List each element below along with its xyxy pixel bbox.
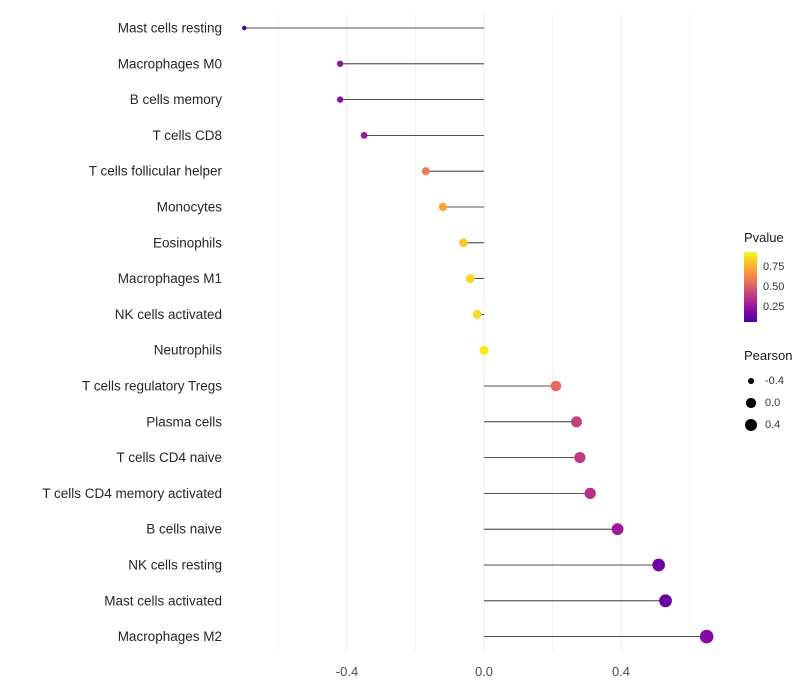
y-axis-label: B cells memory	[130, 92, 223, 107]
y-axis-label: Macrophages M2	[118, 629, 222, 644]
y-axis-label: Monocytes	[157, 200, 223, 215]
lollipop-dot	[421, 167, 430, 176]
pearson-size-dot-small	[747, 377, 755, 385]
pearson-size-item: 0.4	[744, 414, 792, 436]
y-axis-label: Mast cells resting	[118, 21, 222, 36]
y-axis-label: Macrophages M1	[118, 271, 222, 286]
pvalue-tick-mid: 0.50	[763, 281, 785, 293]
lollipop-dot	[611, 523, 624, 536]
lollipop-dot	[438, 202, 448, 212]
y-axis-label: T cells CD8	[152, 128, 222, 143]
y-axis-label: Eosinophils	[153, 235, 222, 250]
pearson-size-label: 0.4	[765, 419, 781, 431]
lollipop-dot	[360, 131, 368, 139]
lollipop-dot	[652, 558, 666, 572]
lollipop-dot	[659, 594, 672, 608]
y-axis-label: Macrophages M0	[118, 56, 222, 71]
pearson-legend-title: Pearson	[744, 348, 793, 363]
y-axis-label: B cells naive	[146, 522, 222, 537]
y-axis-label: T cells follicular helper	[89, 164, 223, 179]
pvalue-legend-title: Pvalue	[744, 230, 784, 245]
x-axis-tick-label: -0.4	[336, 664, 358, 679]
pvalue-color-legend: Pvalue 0.75 0.50 0.25	[744, 230, 791, 322]
pearson-size-label: 0.0	[765, 397, 781, 409]
y-axis-label: Neutrophils	[154, 343, 223, 358]
lollipop-dot	[465, 274, 475, 284]
y-axis-label: Mast cells activated	[104, 593, 222, 608]
pvalue-colorbar	[744, 252, 757, 322]
pearson-size-item: -0.4	[744, 370, 792, 392]
lollipop-dot	[550, 380, 562, 392]
lollipop-dot	[336, 96, 344, 103]
lollipop-dot	[570, 416, 582, 428]
lollipop-dot	[242, 25, 247, 31]
y-axis-label: T cells regulatory Tregs	[82, 379, 222, 394]
lollipop-dot	[584, 487, 596, 500]
pearson-size-item: 0.0	[744, 392, 792, 414]
y-axis-label: NK cells resting	[128, 558, 222, 573]
pearson-size-label: -0.4	[765, 375, 784, 387]
lollipop-dot	[472, 309, 482, 319]
x-axis-tick-label: 0.4	[612, 664, 630, 679]
pvalue-tick-high: 0.75	[763, 261, 785, 274]
y-axis-label: T cells CD4 memory activated	[42, 486, 222, 501]
lollipop-dot	[479, 345, 489, 355]
x-axis-tick-label: 0.0	[475, 664, 493, 679]
y-axis-label: NK cells activated	[115, 307, 222, 322]
pearson-size-dot-medium	[746, 398, 756, 408]
lollipop-dot	[459, 238, 468, 248]
lollipop-dot	[336, 60, 344, 67]
lollipop-dot	[574, 452, 586, 464]
pearson-size-legend: Pearson -0.4 0.0 0.4	[744, 348, 792, 436]
lollipop-dot	[699, 629, 714, 644]
y-axis-label: Plasma cells	[146, 414, 222, 429]
pvalue-tick-low: 0.25	[763, 300, 785, 313]
pearson-size-dot-large	[745, 419, 757, 431]
y-axis-label: T cells CD4 naive	[116, 450, 222, 465]
